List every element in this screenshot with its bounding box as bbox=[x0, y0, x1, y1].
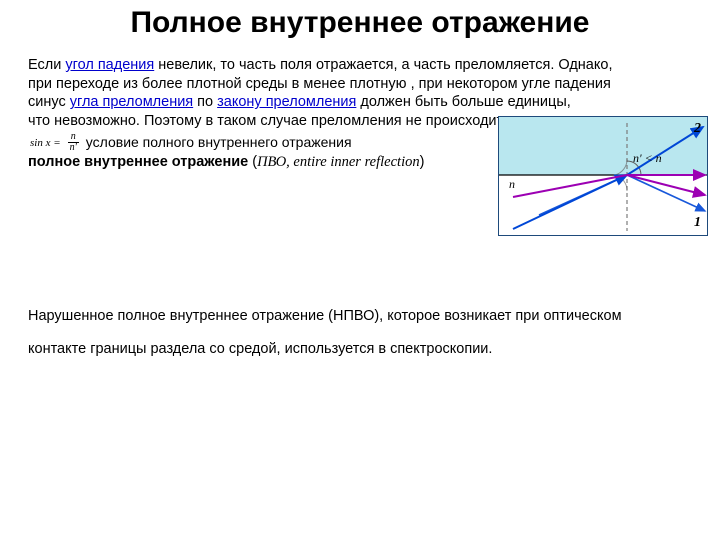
diagram-label-two: 2 bbox=[694, 121, 701, 137]
text: контакте границы раздела со средой, испо… bbox=[28, 340, 708, 359]
ray-incident-purple bbox=[513, 175, 627, 197]
paragraph-atr: Нарушенное полное внутреннее отражение (… bbox=[28, 292, 708, 373]
link-refraction-angle[interactable]: угла преломления bbox=[70, 94, 193, 110]
text: Если bbox=[28, 57, 65, 73]
sinx-expr: sin x = bbox=[30, 136, 61, 150]
text: синус bbox=[28, 94, 70, 110]
ray-reflected-purple bbox=[627, 175, 705, 195]
paragraph-3: синус угла преломления по закону преломл… bbox=[28, 93, 708, 112]
condition-text: условие полного внутреннего отражения bbox=[86, 134, 352, 152]
ray-incident-blue-2 bbox=[539, 175, 627, 215]
tir-bold: полное внутреннее отражение bbox=[28, 154, 248, 170]
tir-italic: ПВО, entire inner reflection bbox=[257, 154, 420, 170]
paragraph-2: при переходе из более плотной среды в ме… bbox=[28, 75, 708, 94]
text: Нарушенное полное внутреннее отражение (… bbox=[28, 307, 708, 326]
text: невелик, то часть поля отражается, а час… bbox=[154, 57, 612, 73]
text: должен быть больше единицы, bbox=[356, 94, 570, 110]
diagram-label-nprime: n' < n bbox=[633, 151, 662, 166]
paragraph-1: Если угол падения невелик, то часть поля… bbox=[28, 56, 708, 75]
tir-diagram: n' < n n 1 2 bbox=[498, 116, 708, 236]
page-title: Полное внутреннее отражение bbox=[0, 0, 720, 41]
text: ( bbox=[248, 154, 257, 170]
diagram-label-n: n bbox=[509, 177, 515, 192]
text: по bbox=[193, 94, 217, 110]
link-refraction-law[interactable]: закону преломления bbox=[217, 94, 356, 110]
link-incidence-angle[interactable]: угол падения bbox=[65, 57, 154, 73]
fraction: n n' bbox=[67, 132, 80, 153]
diagram-label-one: 1 bbox=[694, 215, 701, 231]
frac-bot: n' bbox=[67, 143, 80, 153]
diagram-svg bbox=[499, 117, 708, 236]
text: ) bbox=[420, 154, 425, 170]
